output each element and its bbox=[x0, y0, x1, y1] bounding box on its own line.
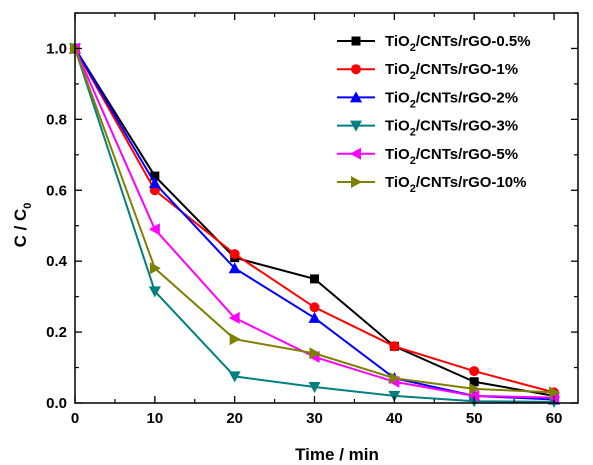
x-tick-label: 20 bbox=[226, 410, 243, 427]
data-point bbox=[149, 262, 161, 275]
data-point bbox=[389, 372, 401, 385]
legend-item-2: TiO2/CNTs/rGO-1% bbox=[337, 61, 518, 82]
legend-item-5: TiO2/CNTs/rGO-5% bbox=[337, 146, 518, 167]
y-tick-label: 0.4 bbox=[46, 253, 68, 270]
y-tick-label: 1.0 bbox=[46, 40, 67, 57]
data-point bbox=[148, 223, 160, 236]
legend-item-4: TiO2/CNTs/rGO-3% bbox=[337, 118, 518, 139]
y-axis-label-subscript: 0 bbox=[22, 203, 34, 209]
axes: 0 10 20 30 40 50 60 0.0 0.2 0.4 0.6 0.8 1.0 bbox=[46, 12, 579, 427]
data-point bbox=[469, 366, 480, 377]
legend-item-1: TiO2/CNTs/rGO-0.5% bbox=[337, 33, 531, 54]
x-tick-label: 10 bbox=[146, 410, 163, 427]
data-point bbox=[309, 302, 320, 313]
legend-item-3: TiO2/CNTs/rGO-2% bbox=[337, 89, 518, 110]
legend-label: TiO2/CNTs/rGO-2% bbox=[385, 89, 518, 110]
data-point bbox=[150, 171, 160, 181]
legend-label: TiO2/CNTs/rGO-1% bbox=[385, 61, 518, 82]
legend-marker bbox=[351, 64, 361, 75]
legend-marker bbox=[350, 120, 362, 132]
x-tick-label: 60 bbox=[546, 410, 563, 427]
legend-marker bbox=[350, 91, 362, 103]
data-point bbox=[308, 382, 321, 394]
legend-label: TiO2/CNTs/rGO-10% bbox=[385, 174, 526, 195]
data-point bbox=[308, 311, 321, 323]
data-point bbox=[228, 311, 240, 324]
data-point bbox=[229, 333, 241, 346]
legend: TiO2/CNTs/rGO-0.5% TiO2/CNTs/rGO-1% TiO2/C… bbox=[337, 33, 531, 195]
x-axis-label: Time / min bbox=[295, 445, 379, 464]
data-point bbox=[469, 377, 479, 387]
data-point bbox=[389, 341, 400, 352]
data-point bbox=[469, 382, 481, 395]
data-point bbox=[228, 371, 241, 383]
y-tick-label: 0.8 bbox=[46, 111, 67, 128]
plot-frame bbox=[74, 12, 579, 404]
data-point bbox=[229, 249, 240, 260]
legend-marker bbox=[350, 147, 361, 160]
legend-label: TiO2/CNTs/rGO-3% bbox=[385, 118, 518, 139]
data-point bbox=[148, 177, 161, 189]
legend-label: TiO2/CNTs/rGO-5% bbox=[385, 146, 518, 167]
x-tick-label: 50 bbox=[466, 410, 483, 427]
data-point bbox=[310, 274, 320, 284]
x-tick-label: 40 bbox=[386, 410, 403, 427]
legend-marker bbox=[351, 36, 361, 46]
y-tick-label: 0.6 bbox=[46, 182, 67, 199]
legend-marker bbox=[351, 176, 362, 188]
data-point bbox=[549, 386, 561, 399]
legend-item-6: TiO2/CNTs/rGO-10% bbox=[337, 174, 526, 195]
data-point bbox=[468, 389, 480, 402]
data-point bbox=[228, 262, 241, 274]
y-tick-label: 0.2 bbox=[46, 324, 67, 341]
data-point bbox=[309, 347, 321, 360]
legend-label: TiO2/CNTs/rGO-0.5% bbox=[385, 33, 531, 54]
y-axis-label: C / C0 bbox=[11, 203, 34, 248]
x-tick-label: 30 bbox=[306, 410, 323, 427]
x-tick-label: 0 bbox=[71, 410, 79, 427]
y-tick-label: 0.0 bbox=[46, 395, 67, 412]
data-point bbox=[148, 286, 161, 298]
